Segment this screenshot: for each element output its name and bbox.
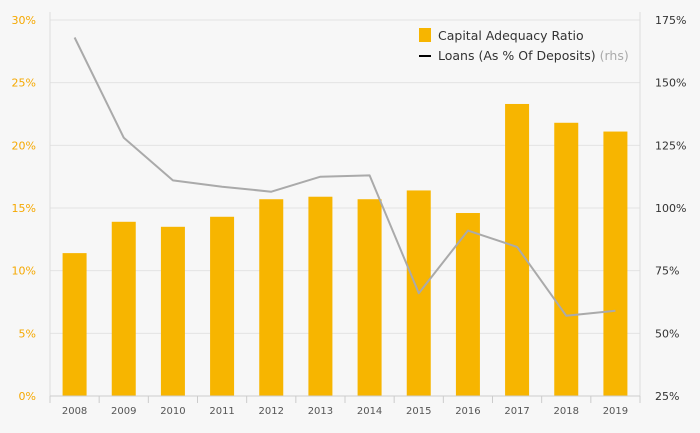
bar (455, 213, 480, 396)
x-tick-label: 2009 (111, 406, 136, 417)
y-left-tick-label: 30% (12, 14, 36, 27)
bar (554, 122, 579, 397)
bar (603, 131, 628, 396)
bar (62, 253, 87, 396)
x-tick-label: 2015 (406, 406, 431, 417)
axes: 0% 5% 10% 15% 20% 25% 30% 25% 50% 75% 100% 125% 150%… (12, 12, 686, 417)
x-tick-label: 2012 (259, 406, 284, 417)
y-right-tick-label: 150% (655, 77, 686, 90)
bar (210, 216, 235, 396)
x-tick-label: 2019 (603, 406, 628, 417)
legend-label-line-name: Loans (As % Of Deposits) (438, 48, 596, 63)
legend-rhs-suffix: (rhs) (600, 48, 629, 63)
legend: Capital Adequacy Ratio Loans (As % Of De… (419, 28, 629, 63)
y-right-tick-label: 50% (655, 327, 679, 340)
legend-swatch-bar (419, 28, 431, 42)
bar (357, 199, 382, 396)
loans-line (73, 37, 616, 317)
x-tick-label: 2018 (554, 406, 579, 417)
x-tick-label: 2008 (62, 406, 87, 417)
bar-series (62, 103, 628, 397)
y-right-tick-label: 100% (655, 202, 686, 215)
y-left-tick-label: 0% (19, 390, 36, 403)
y-left-tick-label: 25% (12, 77, 36, 90)
x-tick-label: 2013 (308, 406, 333, 417)
y-left-tick-label: 20% (12, 139, 36, 152)
y-left-tick-label: 15% (12, 202, 36, 215)
bar (505, 103, 530, 397)
y-right-tick-label: 175% (655, 14, 686, 27)
line-series (73, 37, 616, 317)
x-tick-label: 2016 (455, 406, 480, 417)
y-right-tick-label: 25% (655, 390, 679, 403)
x-tick-label: 2011 (209, 406, 234, 417)
bar (111, 221, 136, 396)
legend-label-bar: Capital Adequacy Ratio (438, 28, 584, 43)
x-tick-label: 2017 (504, 406, 529, 417)
y-right-tick-label: 75% (655, 265, 679, 278)
gridlines (50, 19, 640, 334)
y-left-tick-label: 5% (19, 327, 36, 340)
legend-label-line: Loans (As % Of Deposits) (rhs) (438, 48, 629, 63)
y-left-tick-label: 10% (12, 265, 36, 278)
x-tick-label: 2014 (357, 406, 382, 417)
y-right-tick-label: 125% (655, 139, 686, 152)
bar (308, 196, 333, 396)
x-tick-label: 2010 (160, 406, 185, 417)
bar (259, 199, 284, 396)
bar (160, 226, 185, 396)
